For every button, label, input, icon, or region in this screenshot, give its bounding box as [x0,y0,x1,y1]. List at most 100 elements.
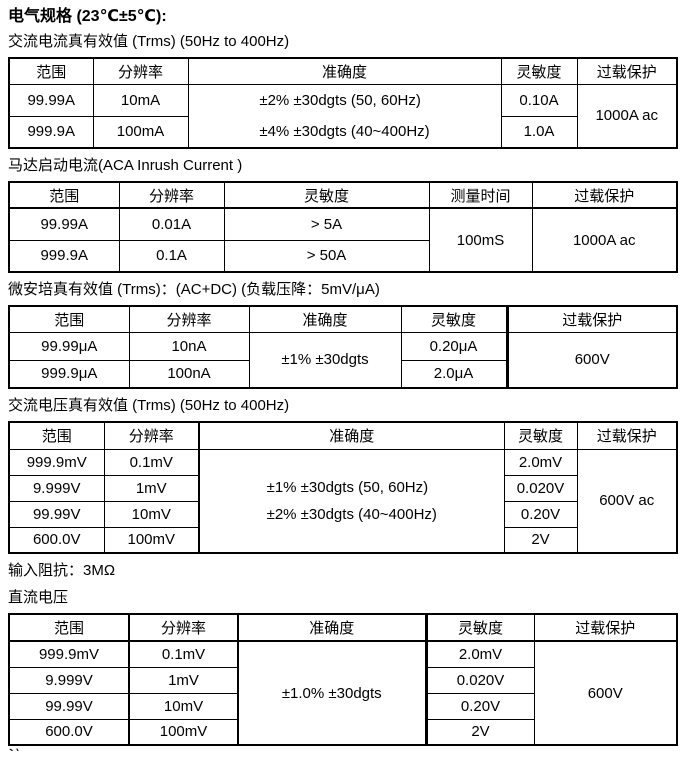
cell-range: 600.0V [8,526,105,554]
cell-range: 600.0V [8,718,130,746]
col-header-sensitivity: 灵敏度 [424,613,535,642]
cell-sensitivity: 2V [503,526,578,554]
cell-resolution: 100mV [103,526,200,554]
table-row: 999.9A 100mA 1.0A [8,115,677,149]
col-header-sensitivity: 灵敏度 [223,181,430,209]
col-header-sensitivity: 灵敏度 [500,57,578,85]
col-header-measure-time: 测量时间 [428,181,533,209]
table-row: 999.9A 0.1A > 50A [8,239,677,273]
cell-sensitivity: 2.0mV [503,448,578,476]
col-header-range: 范围 [8,613,130,642]
cell-resolution: 0.01A [118,207,225,241]
cell-sensitivity: 0.10A [500,83,578,117]
clipped-bottom-text: 注 [8,747,678,751]
cell-range: 99.99A [8,207,120,241]
cell-resolution: 100mV [128,718,239,746]
table-row: 999.9mV 0.1mV ±1% ±30dgts (50, 60Hz) ±2%… [8,448,678,554]
col-header-range: 范围 [8,305,130,333]
col-header-sensitivity: 灵敏度 [503,421,578,450]
cell-sensitivity: 0.20V [503,500,578,528]
table-row: 600.0V 100mV 2V [8,718,677,746]
cell-range: 999.9A [8,115,94,149]
cell-range: 99.99V [8,692,130,720]
cell-accuracy: ±1.0% ±30dgts [237,640,427,746]
cell-resolution: 10mV [128,692,239,720]
table-header-row: 范围 分辨率 灵敏度 测量时间 过载保护 [8,181,678,209]
section-label-ac-voltage: 交流电压真有效值 (Trms) (50Hz to 400Hz) [8,397,290,414]
cell-range: 99.99A [8,83,94,117]
spec-document-page: 电气规格 (23℃±5℃): 交流电流真有效值 (Trms) (50Hz to … [8,8,678,751]
col-header-accuracy: 准确度 [248,305,402,333]
accuracy-block: ±2% ±30dgts (50, 60Hz) ±4% ±30dgts (40~4… [259,85,429,147]
col-header-resolution: 分辨率 [118,181,225,209]
table-ac-voltage: 范围 分辨率 准确度 灵敏度 过载保护 999.9mV 0.1mV ±1% ±3… [8,421,678,554]
cell-resolution: 0.1mV [103,448,200,476]
table-row: 99.99μA 10nA ±1% ±30dgts 0.20μA 600V [8,331,678,389]
col-header-overload: 过载保护 [505,305,678,333]
cell-measure-time: 100mS [428,207,533,273]
table-row: 99.99V 10mV 0.20V [8,692,677,720]
col-header-overload: 过载保护 [576,421,678,450]
col-header-sensitivity: 灵敏度 [400,305,508,333]
accuracy-line: ±1% ±30dgts (50, 60Hz) [266,478,429,496]
cell-range: 999.9mV [8,640,130,668]
cell-sensitivity: > 5A [223,207,430,241]
cell-sensitivity: 2V [424,718,535,746]
section-label-inrush-current: 马达启动电流(ACA Inrush Current ) [8,157,243,174]
table-row: 9.999V 1mV 0.020V [8,474,677,502]
section-label-ac-current: 交流电流真有效值 (Trms) (50Hz to 400Hz) [8,33,290,50]
col-header-range: 范围 [8,181,120,209]
cell-range: 999.9μA [8,359,130,389]
page-title: 电气规格 (23℃±5℃): [8,8,167,25]
col-header-resolution: 分辨率 [128,305,250,333]
cell-resolution: 0.1A [118,239,225,273]
cell-resolution: 1mV [103,474,200,502]
table-header-row: 范围 分辨率 准确度 灵敏度 过载保护 [8,57,678,85]
cell-resolution: 100mA [92,115,189,149]
cell-sensitivity: 0.20μA [400,331,508,361]
col-header-resolution: 分辨率 [103,421,200,450]
col-header-range: 范围 [8,57,94,85]
cell-sensitivity: 0.020V [503,474,578,502]
cell-range: 999.9mV [8,448,105,476]
table-ac-current: 范围 分辨率 准确度 灵敏度 过载保护 99.99A 10mA ±2% ±30d… [8,57,678,149]
col-header-accuracy: 准确度 [237,613,427,642]
cell-sensitivity: 1.0A [500,115,578,149]
cell-resolution: 100nA [128,359,250,389]
cell-resolution: 10mA [92,83,189,117]
table-dc-voltage: 范围 分辨率 准确度 灵敏度 过载保护 999.9mV 0.1mV ±1.0% … [8,613,678,746]
section-label-dc-voltage: 直流电压 [8,589,69,606]
table-header-row: 范围 分辨率 准确度 灵敏度 过载保护 [8,305,678,333]
cell-resolution: 10mV [103,500,200,528]
cell-sensitivity: 0.20V [424,692,535,720]
accuracy-block: ±1% ±30dgts (50, 60Hz) ±2% ±30dgts (40~4… [267,474,437,528]
cell-range: 99.99μA [8,331,130,361]
col-header-overload: 过载保护 [533,613,678,642]
cell-resolution: 10nA [128,331,250,361]
cell-sensitivity: 2.0mV [424,640,535,668]
cell-overload: 600V [505,331,678,389]
cell-accuracy: ±2% ±30dgts (50, 60Hz) ±4% ±30dgts (40~4… [187,83,502,149]
accuracy-line: ±4% ±30dgts (40~400Hz) [259,122,430,140]
cell-overload: 600V ac [576,448,678,554]
col-header-overload: 过载保护 [531,181,678,209]
cell-overload: 1000A ac [576,83,678,149]
col-header-accuracy: 准确度 [198,421,505,450]
table-row: 99.99A 0.01A > 5A 100mS 1000A ac [8,207,678,273]
section-label-microamp: 微安培真有效值 (Trms)：(AC+DC) (负载压降：5mV/μA) [8,281,380,298]
cell-accuracy: ±1% ±30dgts (50, 60Hz) ±2% ±30dgts (40~4… [198,448,505,554]
table-row: 99.99A 10mA ±2% ±30dgts (50, 60Hz) ±4% ±… [8,83,678,149]
cell-resolution: 1mV [128,666,239,694]
col-header-resolution: 分辨率 [92,57,189,85]
cell-overload: 600V [533,640,678,746]
col-header-overload: 过载保护 [576,57,678,85]
col-header-resolution: 分辨率 [128,613,239,642]
table-header-row: 范围 分辨率 准确度 灵敏度 过载保护 [8,421,678,450]
table-header-row: 范围 分辨率 准确度 灵敏度 过载保护 [8,613,678,642]
cell-range: 999.9A [8,239,120,273]
input-impedance-note: 输入阻抗：3MΩ [8,562,116,579]
table-row: 999.9μA 100nA 2.0μA [8,359,677,389]
cell-sensitivity: 0.020V [424,666,535,694]
cell-resolution: 0.1mV [128,640,239,668]
cell-sensitivity: 2.0μA [400,359,508,389]
